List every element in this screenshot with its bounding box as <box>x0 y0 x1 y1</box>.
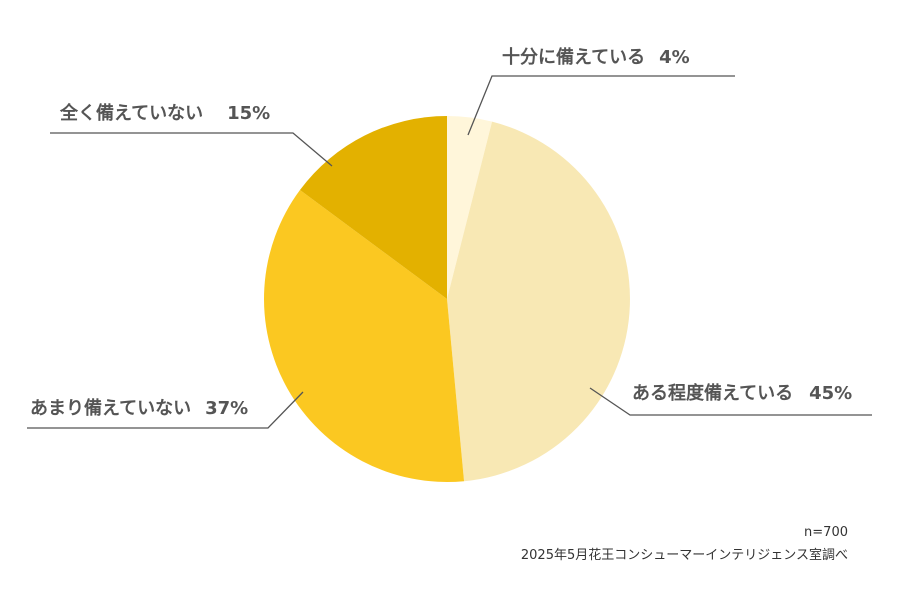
leader-line-not-at-all-prepared <box>50 132 333 167</box>
sample-size-note: n=700 <box>804 525 848 540</box>
pie-slice-fully-prepared <box>447 116 493 299</box>
pie-slice-somewhat-prepared <box>447 121 630 482</box>
source-note: 2025年5月花王コンシューマーインテリジェンス室調べ <box>521 547 848 563</box>
pie-slice-not-at-all-prepared <box>299 116 447 299</box>
slice-label-somewhat-prepared: ある程度備えている 45% <box>632 382 852 404</box>
slice-label-not-very-prepared: あまり備えていない 37% <box>30 397 248 419</box>
pie-slice-not-very-prepared <box>264 190 465 482</box>
leader-line-not-very-prepared <box>27 391 304 429</box>
leader-line-somewhat-prepared <box>589 387 872 416</box>
leader-line-fully-prepared <box>467 75 735 136</box>
slice-label-not-at-all-prepared: 全く備えていない 15% <box>59 102 270 124</box>
slice-label-fully-prepared: 十分に備えている 4% <box>502 46 690 68</box>
